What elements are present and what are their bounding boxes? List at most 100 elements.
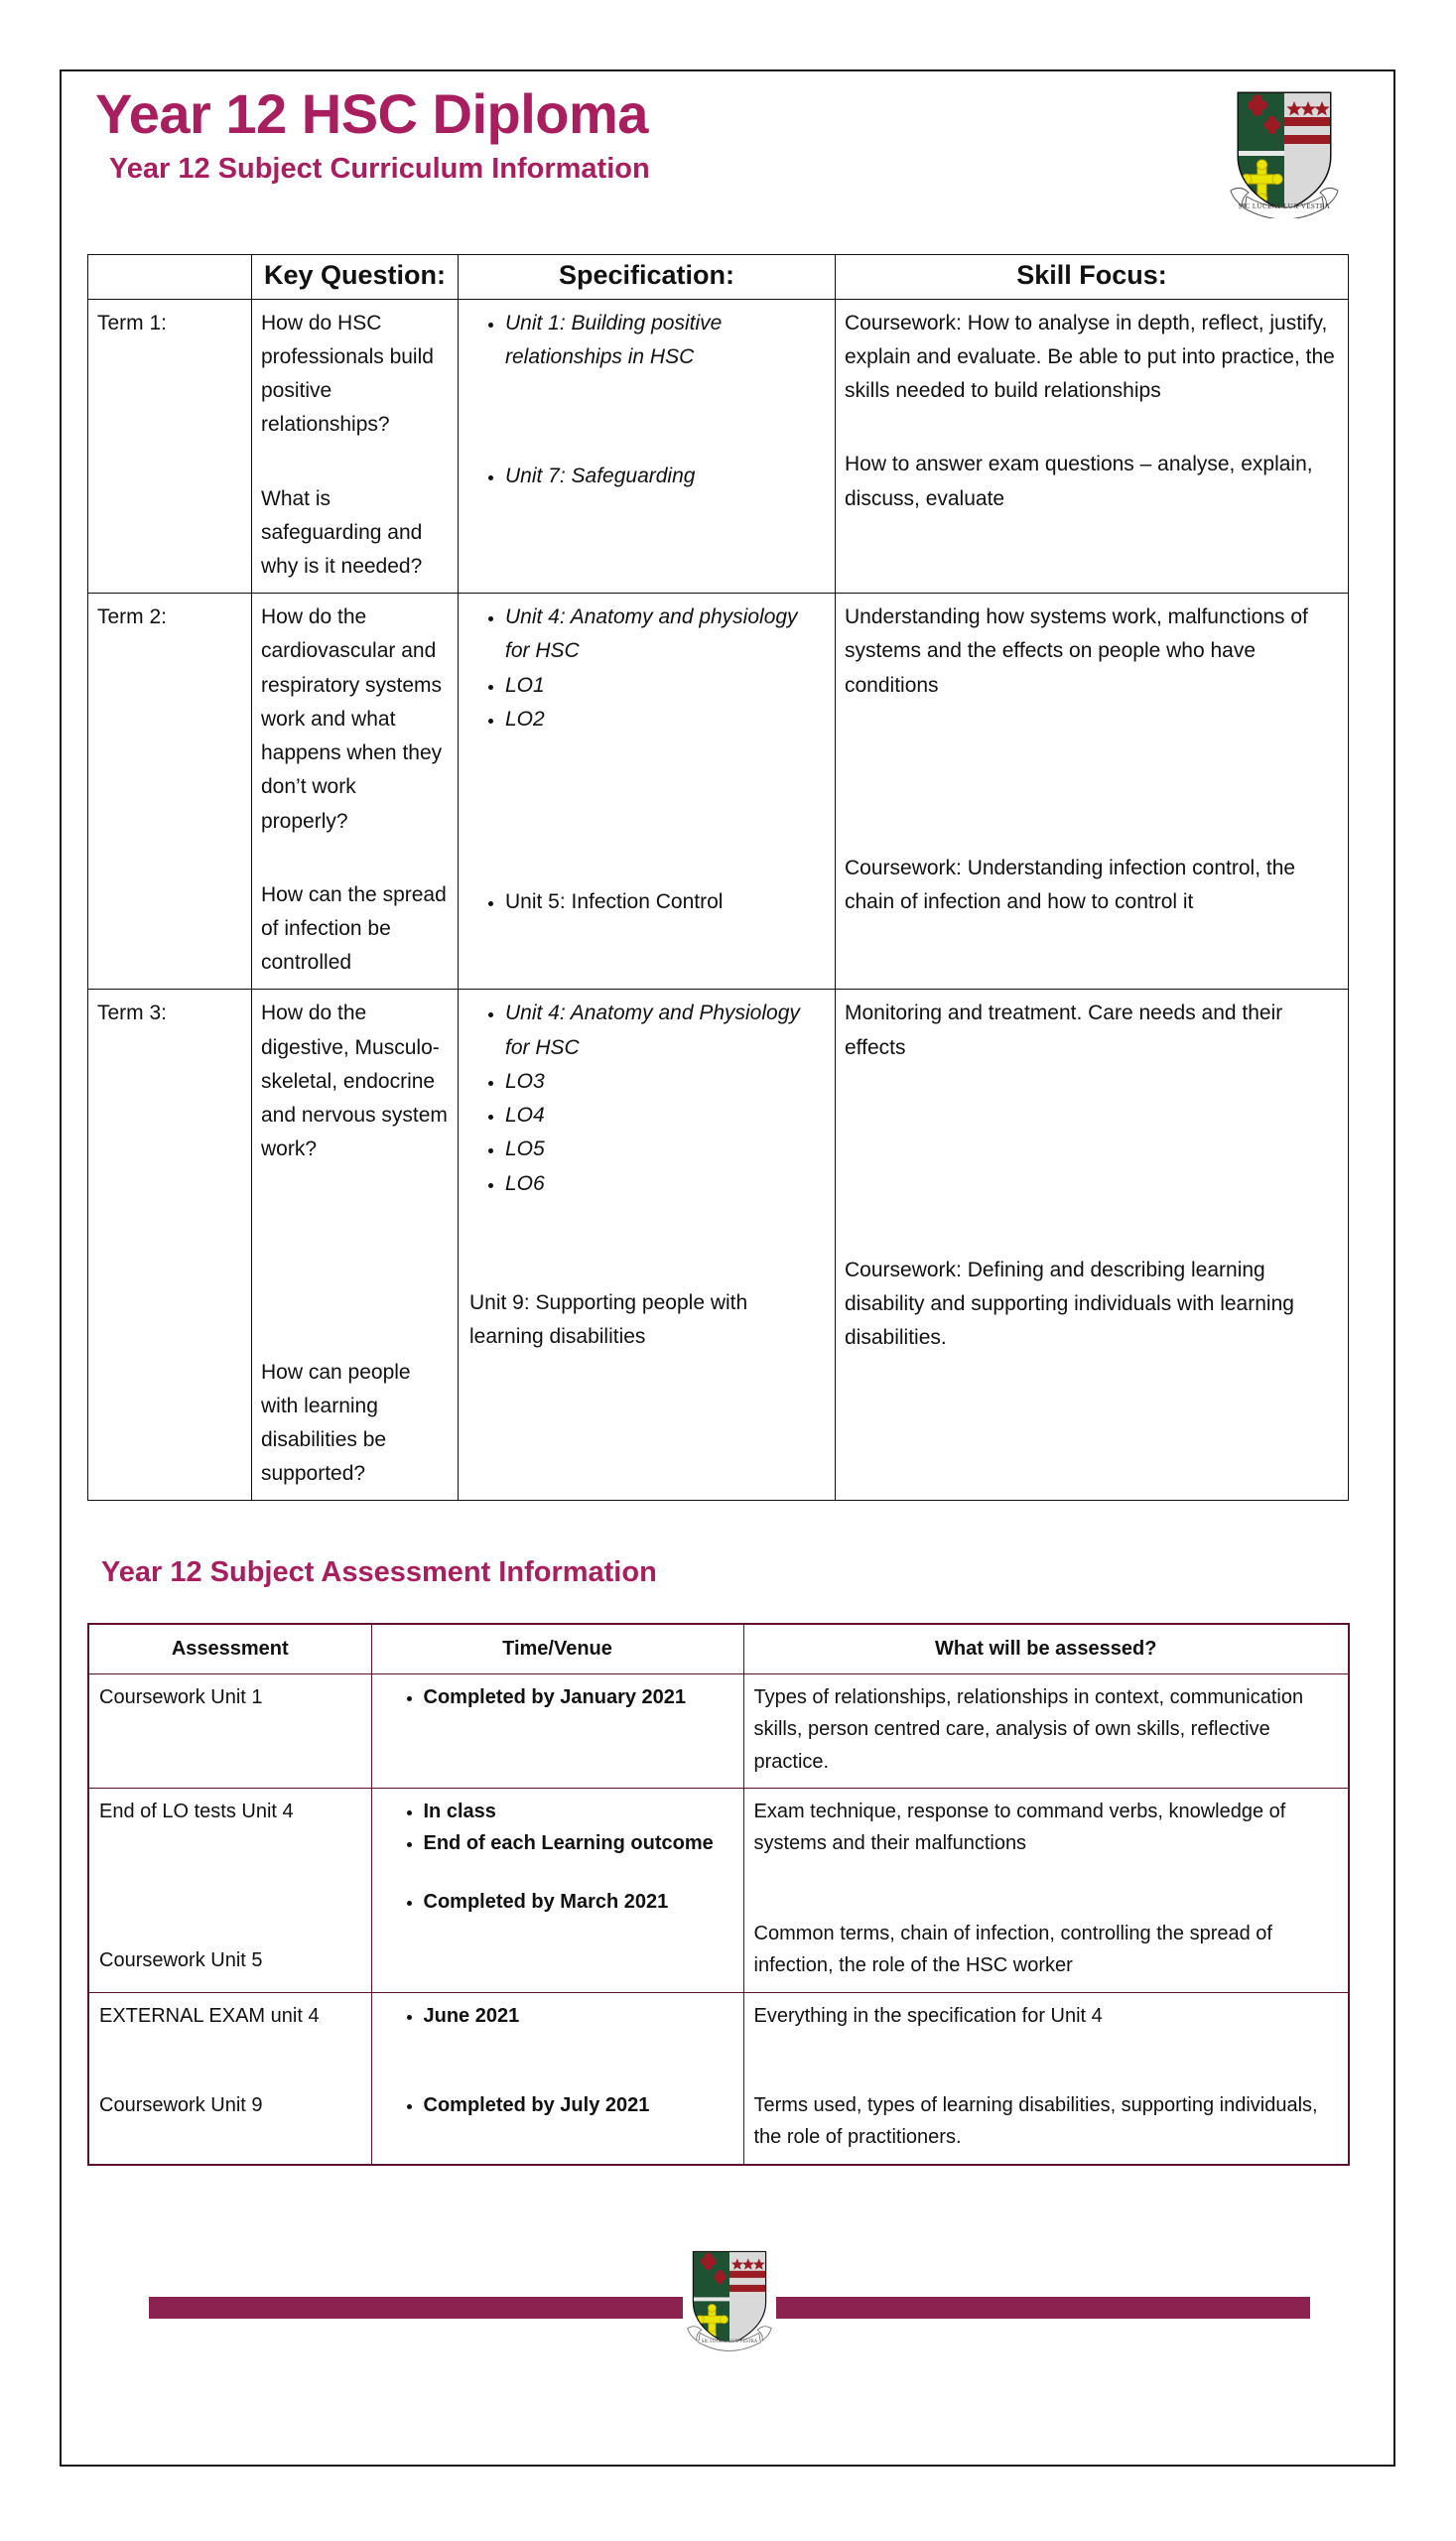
spacer [845, 1065, 1339, 1254]
spacer [261, 1167, 449, 1356]
spec-list-a: Unit 1: Building positive relationships … [467, 307, 826, 374]
spec-list-b: Unit 5: Infection Control [467, 885, 826, 919]
list-item: In class [424, 1796, 733, 1827]
spacer [99, 2032, 361, 2089]
crest-motto: SIC LUCEAT LUX VESTRA [1239, 202, 1331, 210]
table-row: Coursework Unit 1 Completed by January 2… [87, 1672, 1350, 1789]
term-label: Term 2: [87, 593, 252, 991]
time-list: June 2021 [382, 2000, 733, 2032]
spacer [467, 1201, 826, 1286]
assessment-description-2: Terms used, types of learning disabiliti… [753, 2093, 1318, 2149]
list-item: June 2021 [424, 2000, 733, 2032]
list-item: LO1 [505, 669, 826, 703]
skill-focus-a: Monitoring and treatment. Care needs and… [845, 1002, 1283, 1059]
assessment-name: EXTERNAL EXAM unit 4 [99, 2004, 320, 2027]
assessment-description: Types of relationships, relationships in… [742, 1672, 1350, 1789]
page-title: Year 12 HSC Diploma [95, 82, 648, 145]
skill-focus-a: Coursework: How to analyse in depth, ref… [845, 311, 1335, 403]
spacer [261, 443, 449, 482]
table-header-row: Assessment Time/Venue What will be asses… [87, 1623, 1350, 1674]
document-page: Year 12 HSC Diploma Year 12 Subject Curr… [60, 69, 1395, 2467]
term-label: Term 1: [87, 298, 252, 595]
key-question-cell: How do HSC professionals build positive … [251, 298, 459, 595]
specification-cell: Unit 1: Building positive relationships … [458, 298, 836, 595]
spec-list-b: Unit 7: Safeguarding [467, 460, 826, 493]
assessment-description-2: Common terms, chain of infection, contro… [753, 1922, 1272, 1977]
list-item: LO3 [505, 1065, 826, 1099]
time-list-2: Completed by March 2021 [382, 1886, 733, 1918]
time-list: In class End of each Learning outcome [382, 1796, 733, 1860]
spacer [754, 1860, 1339, 1918]
key-question-b: How can the spread of infection be contr… [261, 882, 447, 975]
list-item: Unit 5: Infection Control [505, 885, 826, 919]
skill-focus-cell: Coursework: How to analyse in depth, ref… [835, 298, 1349, 595]
col-header-blank [87, 254, 252, 300]
key-question-cell: How do the cardiovascular and respirator… [251, 593, 459, 991]
list-item: Completed by March 2021 [424, 1886, 733, 1918]
term-label: Term 3: [87, 989, 252, 1502]
key-question-cell: How do the digestive, Musculo-skeletal, … [251, 989, 459, 1502]
list-item: Unit 7: Safeguarding [505, 460, 826, 493]
assessment-description-cell: Everything in the specification for Unit… [742, 1991, 1350, 2166]
key-question-a: How do the cardiovascular and respirator… [261, 605, 443, 833]
key-question-a: How do the digestive, Musculo-skeletal, … [261, 1002, 448, 1161]
list-item: Unit 4: Anatomy and physiology for HSC [505, 601, 826, 668]
time-list: Completed by January 2021 [382, 1681, 733, 1713]
skill-focus-a: Understanding how systems work, malfunct… [845, 605, 1308, 697]
spacer [467, 374, 826, 460]
skill-focus-b: Coursework: Understanding infection cont… [845, 856, 1296, 914]
table-row: Term 3: How do the digestive, Musculo-sk… [87, 989, 1349, 1502]
spec-list-a: Unit 4: Anatomy and Physiology for HSC L… [467, 997, 826, 1200]
curriculum-table: Key Question: Specification: Skill Focus… [87, 254, 1349, 1502]
assessment-description: Everything in the specification for Unit… [753, 2004, 1103, 2027]
col-header-assessment: Assessment [87, 1623, 372, 1674]
assessment-name: End of LO tests Unit 4 [99, 1800, 294, 1822]
page-subtitle: Year 12 Subject Curriculum Information [109, 152, 650, 185]
crest-motto: SIC LUCEAT LUX VESTRA [702, 2340, 758, 2344]
school-crest-icon: SIC LUCEAT LUX VESTRA [1225, 87, 1354, 226]
assessment-name-cell: EXTERNAL EXAM unit 4 Coursework Unit 9 [87, 1991, 372, 2166]
assessment-name-2: Coursework Unit 5 [99, 1949, 263, 1972]
footer-bar-left [149, 2296, 683, 2319]
assessment-time-cell: June 2021 Completed by July 2021 [370, 1991, 744, 2166]
spacer [382, 1860, 733, 1886]
school-crest-icon: SIC LUCEAT LUX VESTRA [683, 2241, 776, 2356]
col-header-specification: Specification: [458, 254, 836, 300]
key-question-b: How can people with learning disabilitie… [261, 1360, 411, 1486]
spacer [845, 703, 1339, 852]
list-item: LO5 [505, 1133, 826, 1166]
table-row: Term 1: How do HSC professionals build p… [87, 298, 1349, 595]
specification-cell: Unit 4: Anatomy and Physiology for HSC L… [458, 989, 836, 1502]
assessment-name: Coursework Unit 1 [87, 1672, 372, 1789]
col-header-what-assessed: What will be assessed? [742, 1623, 1350, 1674]
col-header-time-venue: Time/Venue [370, 1623, 744, 1674]
table-row: EXTERNAL EXAM unit 4 Coursework Unit 9 J… [87, 1991, 1350, 2166]
assessment-description-cell: Exam technique, response to command verb… [742, 1787, 1350, 1993]
spacer [754, 2032, 1339, 2089]
list-item: Completed by January 2021 [424, 1681, 733, 1713]
assessment-time-cell: In class End of each Learning outcome Co… [370, 1787, 744, 1993]
list-item: LO4 [505, 1099, 826, 1133]
spec-unit-9: Unit 9: Supporting people with learning … [469, 1290, 748, 1348]
list-item: LO2 [505, 703, 826, 736]
spacer [382, 2032, 733, 2089]
spacer [261, 839, 449, 878]
list-item: End of each Learning outcome [424, 1827, 733, 1859]
table-row: End of LO tests Unit 4 Coursework Unit 5… [87, 1787, 1350, 1993]
key-question-b: What is safeguarding and why is it neede… [261, 486, 423, 578]
footer-bar-right [776, 2296, 1310, 2319]
spec-list-a: Unit 4: Anatomy and physiology for HSC L… [467, 601, 826, 736]
assessment-name-cell: End of LO tests Unit 4 Coursework Unit 5 [87, 1787, 372, 1993]
assessment-table: Assessment Time/Venue What will be asses… [87, 1623, 1350, 2166]
document-header: Year 12 HSC Diploma Year 12 Subject Curr… [62, 71, 1393, 218]
list-item: Unit 1: Building positive relationships … [505, 307, 826, 374]
document-footer: SIC LUCEAT LUX VESTRA [62, 2239, 1393, 2388]
time-list-2: Completed by July 2021 [382, 2089, 733, 2121]
skill-focus-cell: Understanding how systems work, malfunct… [835, 593, 1349, 991]
table-header-row: Key Question: Specification: Skill Focus… [87, 254, 1349, 300]
key-question-a: How do HSC professionals build positive … [261, 311, 434, 437]
spacer [467, 736, 826, 885]
skill-focus-b: Coursework: Defining and describing lear… [845, 1258, 1294, 1350]
col-header-key-question: Key Question: [251, 254, 459, 300]
assessment-name-2: Coursework Unit 9 [99, 2093, 263, 2116]
